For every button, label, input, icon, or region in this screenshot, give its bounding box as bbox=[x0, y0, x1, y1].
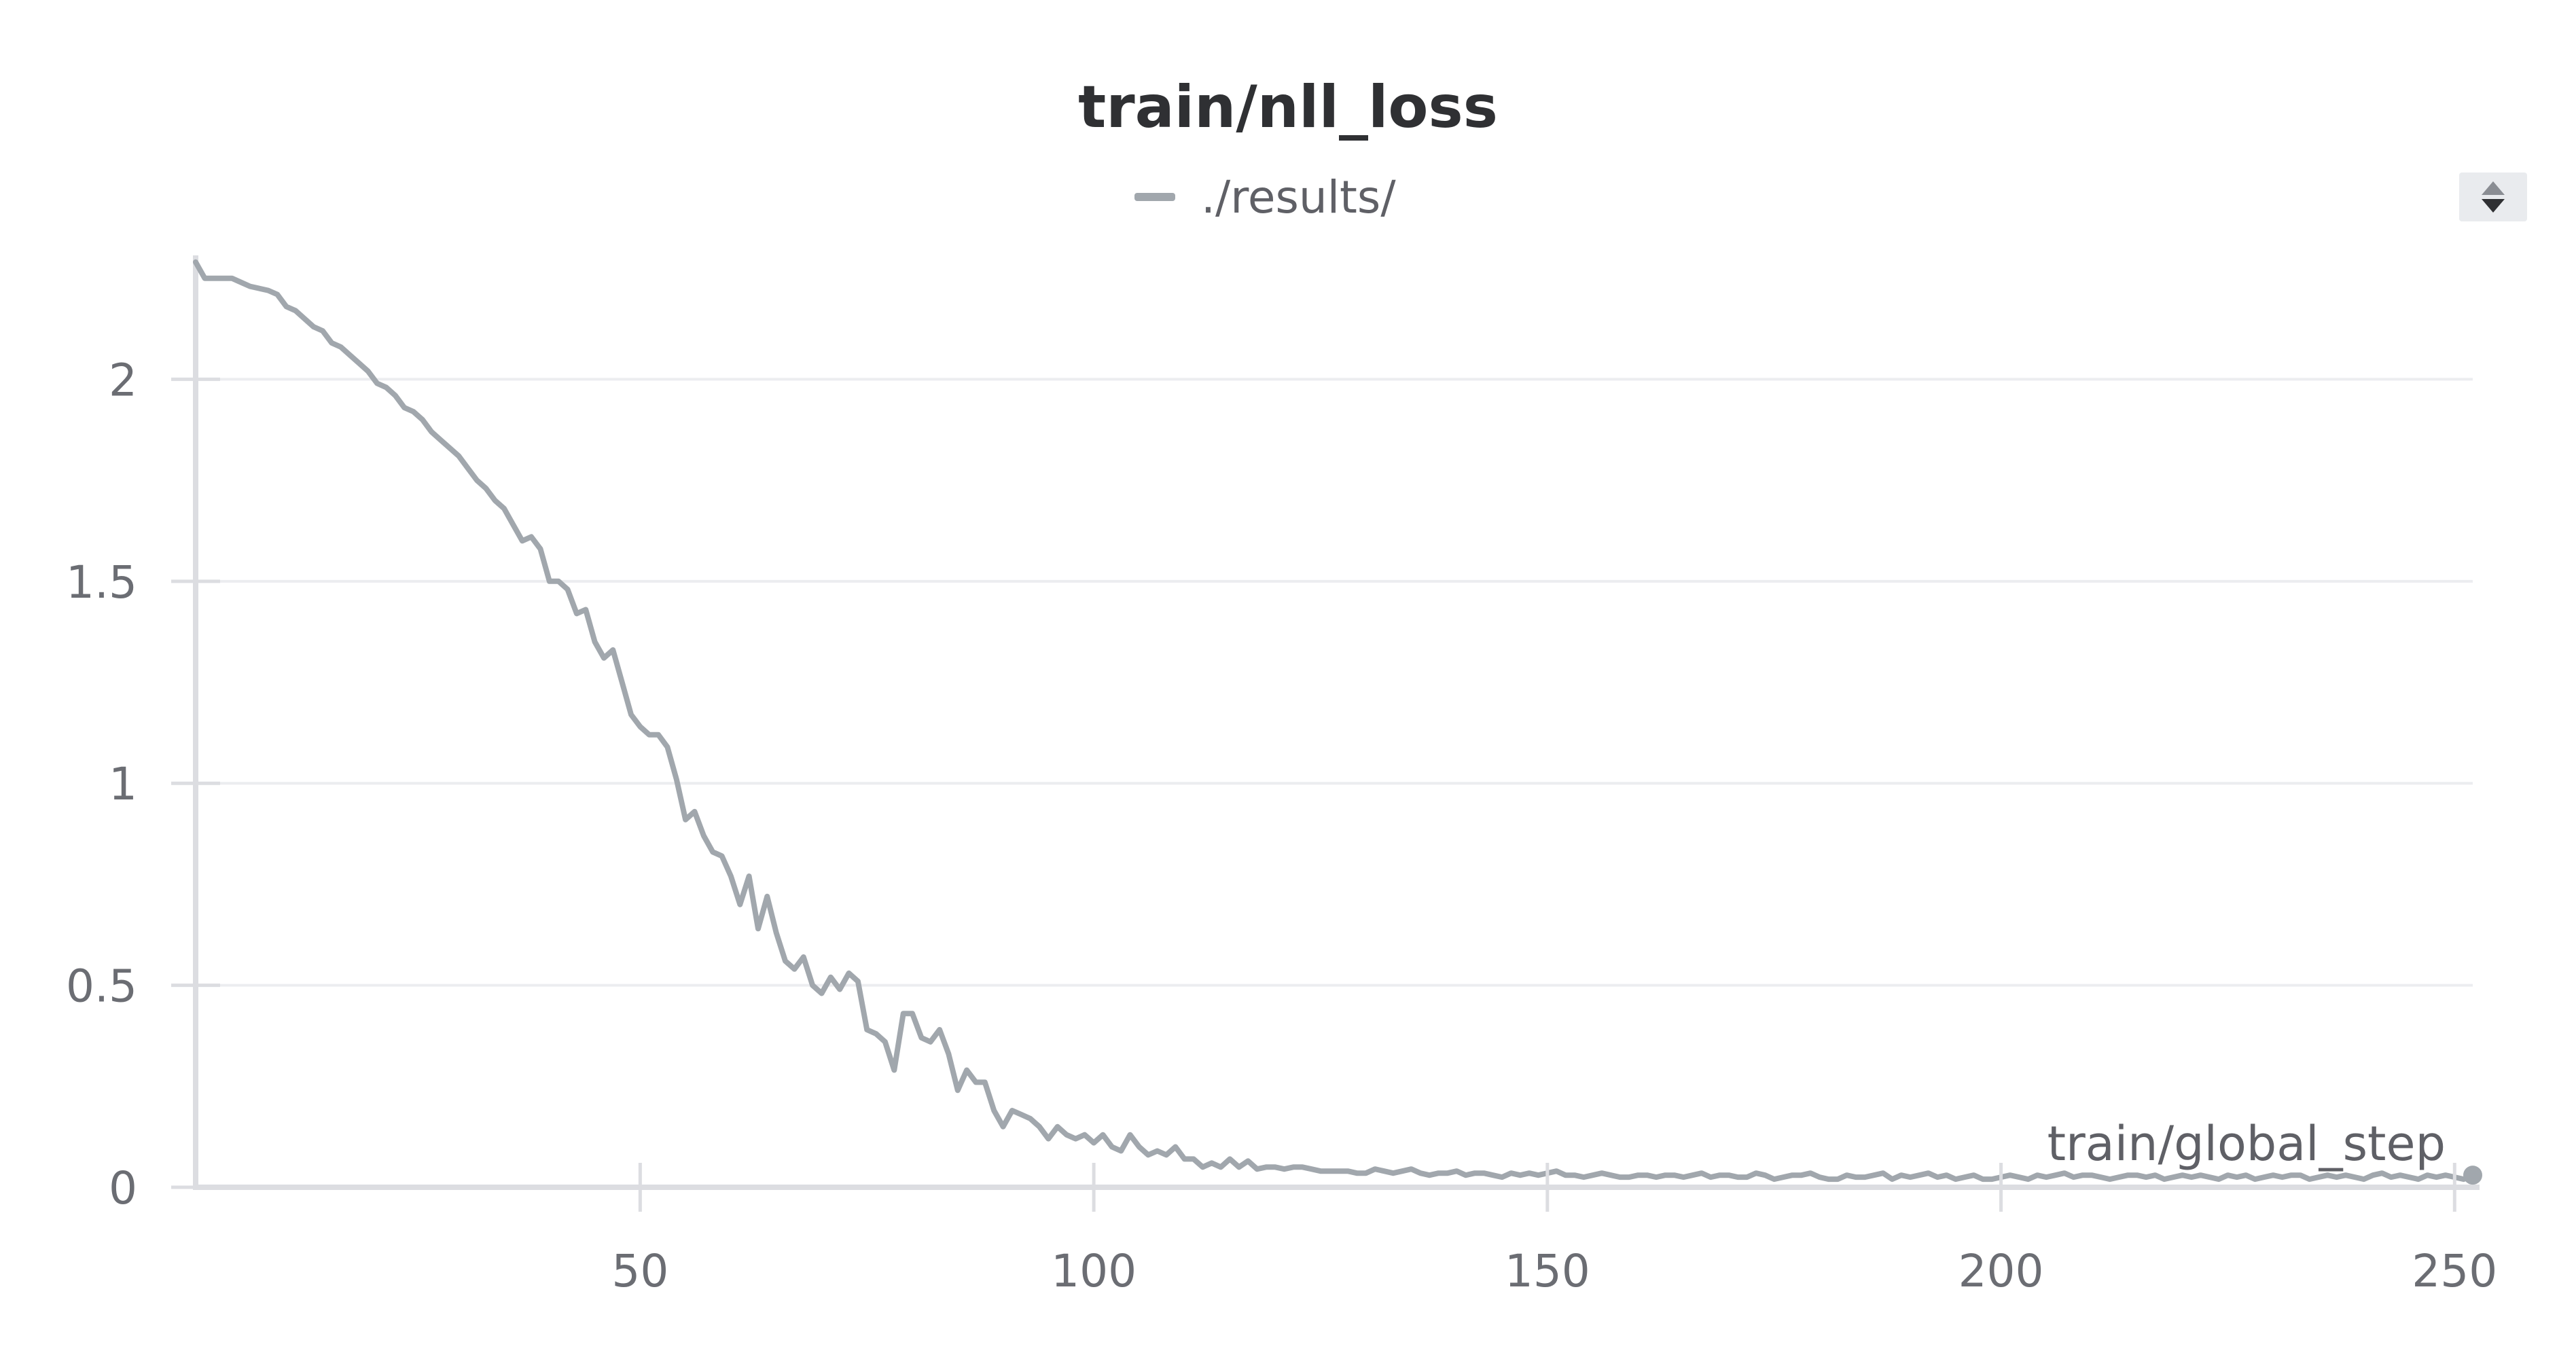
y-tick-label: 2 bbox=[109, 354, 137, 406]
x-tick-label: 150 bbox=[1505, 1245, 1590, 1297]
x-tick-label: 200 bbox=[1958, 1245, 2044, 1297]
legend[interactable]: ./results/ bbox=[1134, 170, 1396, 224]
caret-down-icon bbox=[2482, 199, 2505, 213]
chart-title: train/nll_loss bbox=[1078, 73, 1498, 141]
legend-scroll-button[interactable] bbox=[2459, 173, 2527, 221]
series-line bbox=[193, 259, 2475, 1183]
x-tick-label: 250 bbox=[2412, 1245, 2497, 1297]
axis-layer bbox=[193, 255, 2480, 1190]
legend-swatch bbox=[1134, 193, 1175, 201]
series-layer bbox=[193, 259, 2482, 1185]
x-tick-label: 50 bbox=[611, 1245, 668, 1297]
legend-label: ./results/ bbox=[1201, 170, 1396, 223]
y-tick-label: 0 bbox=[109, 1162, 137, 1214]
y-tick-label: 1.5 bbox=[66, 556, 137, 609]
x-tick-label: 100 bbox=[1051, 1245, 1137, 1297]
y-tick-label: 0.5 bbox=[66, 960, 137, 1013]
x-axis-label: train/global_step bbox=[2047, 1116, 2446, 1172]
caret-up-icon bbox=[2482, 181, 2505, 195]
series-end-point bbox=[2463, 1166, 2482, 1185]
y-tick-label: 1 bbox=[109, 758, 137, 810]
grid-layer bbox=[196, 378, 2473, 987]
